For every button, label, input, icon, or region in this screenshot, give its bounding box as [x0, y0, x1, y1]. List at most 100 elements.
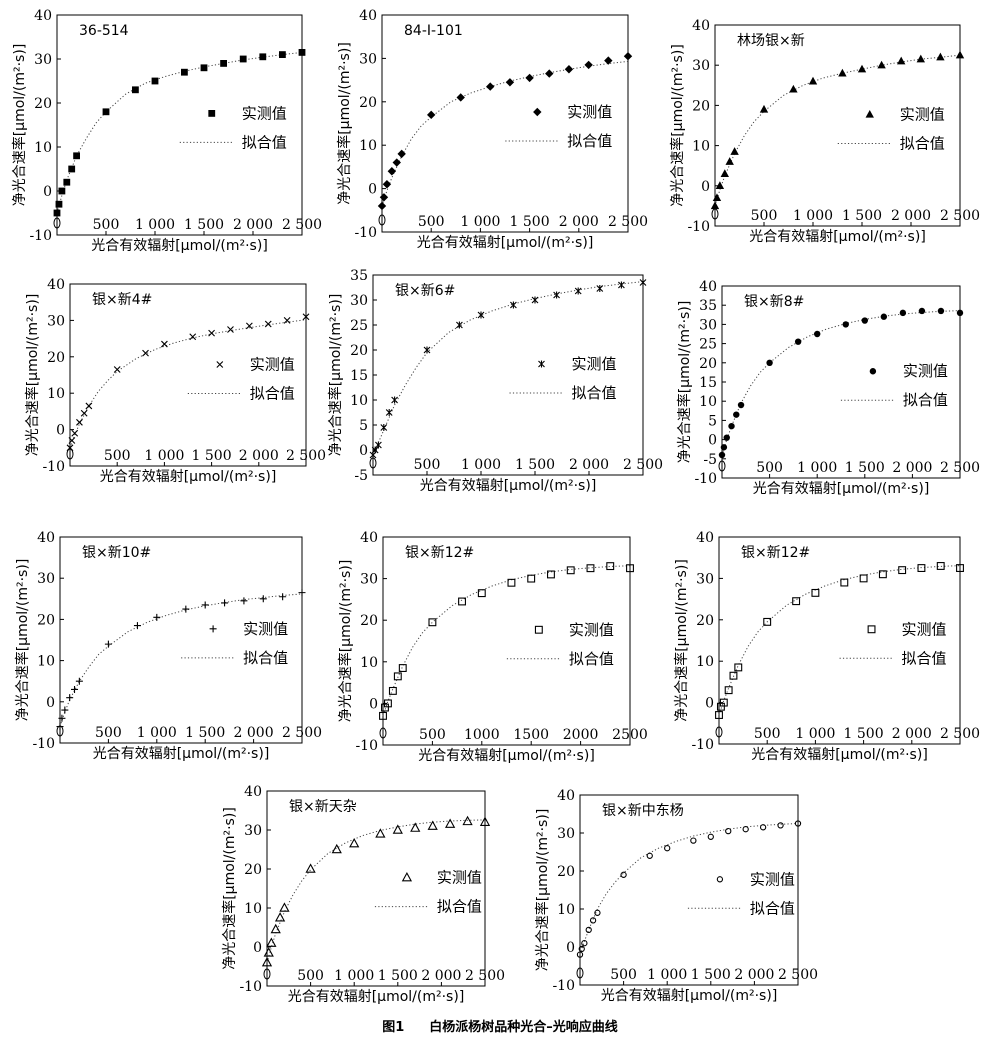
measured-point — [410, 822, 421, 832]
y-tick-label: 40 — [37, 530, 55, 546]
legend-label-measured: 实测值 — [903, 362, 948, 380]
measured-point — [581, 940, 588, 947]
measured-point — [73, 152, 80, 160]
y-tick-label: 25 — [350, 318, 368, 334]
fitted-curve — [714, 54, 961, 207]
y-tick-label: 10 — [37, 654, 55, 670]
plot-frame — [382, 536, 631, 746]
y-tick-label: 20 — [696, 613, 714, 629]
legend-marker — [716, 876, 724, 883]
measured-point — [725, 157, 734, 165]
plot-frame — [56, 14, 303, 236]
measured-point — [63, 178, 71, 186]
chart-title: 银×新天杂 — [289, 799, 357, 815]
measured-point — [811, 588, 820, 597]
legend-label-fitted: 拟合值 — [750, 899, 795, 917]
measured-point — [227, 326, 234, 333]
fitted-curve — [266, 819, 486, 963]
measured-point — [181, 68, 188, 76]
legend-label-measured: 实测值 — [900, 105, 945, 123]
x-tick-label: 1 000 — [137, 725, 177, 741]
y-tick-label: 20 — [47, 350, 65, 366]
measured-point — [553, 291, 560, 299]
plot-frame — [579, 794, 799, 986]
measured-point — [153, 613, 161, 621]
y-tick-label: -10 — [354, 225, 377, 241]
measured-point — [456, 93, 465, 102]
measured-point — [566, 566, 575, 575]
measured-point — [510, 301, 517, 309]
y-tick-label: 35 — [699, 298, 717, 314]
plot-frame — [714, 24, 961, 227]
measured-point — [808, 76, 818, 85]
x-tick-label: 2 500 — [623, 457, 663, 473]
measured-point — [189, 333, 197, 341]
measured-point — [525, 73, 534, 83]
measured-point — [878, 570, 887, 579]
chart-title: 银×新4# — [92, 292, 152, 308]
measured-point — [477, 589, 486, 598]
x-tick-label: 500 — [610, 967, 637, 983]
y-axis-label: 净光合速率[μmol/(m²·s)] — [221, 807, 238, 970]
x-tick-label: 2 500 — [940, 460, 980, 476]
x-tick-label: 500 — [418, 214, 445, 230]
y-tick-label: 30 — [359, 51, 377, 67]
measured-point — [838, 68, 847, 77]
measured-point — [75, 677, 83, 685]
measured-point — [270, 923, 281, 934]
measured-point — [80, 409, 88, 417]
measured-point — [380, 424, 388, 431]
measured-point — [55, 200, 63, 208]
x-tick-label: 1 000 — [793, 208, 833, 224]
y-tick-label: 0 — [46, 695, 55, 711]
measured-point — [589, 917, 597, 924]
measured-point — [456, 321, 463, 329]
x-tick-label: 500 — [419, 727, 446, 743]
y-axis-label: 净光合速率[μmol/(m²·s)] — [11, 44, 28, 207]
y-tick-label: 30 — [34, 52, 52, 68]
x-axis-label: 光合有效辐射[μmol/(m²·s)] — [288, 989, 465, 1005]
y-axis-label: 净光合速率[μmol/(m²·s)] — [336, 42, 353, 205]
measured-point — [690, 837, 697, 844]
x-tick-label: 1 500 — [515, 457, 555, 473]
chart-title: 银×新12# — [741, 545, 810, 561]
measured-point — [379, 711, 387, 720]
measured-point — [349, 838, 360, 848]
x-tick-label: 2 000 — [891, 208, 931, 224]
measured-point — [486, 82, 495, 91]
measured-point — [596, 285, 604, 292]
y-tick-label: -10 — [687, 219, 710, 235]
x-tick-label: 2 000 — [892, 726, 932, 742]
y-axis-label: 净光合速率[μmol/(m²·s)] — [327, 294, 344, 457]
measured-point — [584, 60, 593, 70]
measured-point — [507, 578, 516, 587]
measured-point — [259, 53, 267, 61]
y-tick-label: 15 — [699, 375, 717, 391]
measured-point — [428, 618, 437, 627]
measured-point — [857, 64, 867, 73]
fitted-curve — [382, 565, 631, 717]
measured-point — [842, 321, 849, 328]
measured-point — [623, 52, 633, 61]
measured-point — [161, 340, 168, 348]
measured-point — [759, 104, 769, 113]
measured-point — [604, 56, 613, 65]
measured-point — [259, 595, 267, 603]
measured-point — [58, 714, 66, 722]
chart-panel: -5 0 5 10 15 20 25 30 35 500 1 000 1 500 2 000 2 500 光… — [327, 268, 663, 494]
legend-label-fitted: 拟合值 — [569, 650, 614, 668]
measured-point — [379, 193, 389, 202]
measured-point — [742, 826, 749, 833]
x-tick-label: 1000 — [464, 727, 500, 743]
origin-marker — [378, 214, 386, 226]
y-tick-label: 0 — [705, 696, 714, 712]
plot-frame — [381, 14, 629, 233]
measured-point — [302, 313, 310, 321]
measured-point — [880, 313, 888, 320]
x-tick-label: 2 500 — [608, 214, 648, 230]
x-tick-label: 500 — [751, 208, 778, 224]
fitted-curve — [372, 281, 644, 456]
